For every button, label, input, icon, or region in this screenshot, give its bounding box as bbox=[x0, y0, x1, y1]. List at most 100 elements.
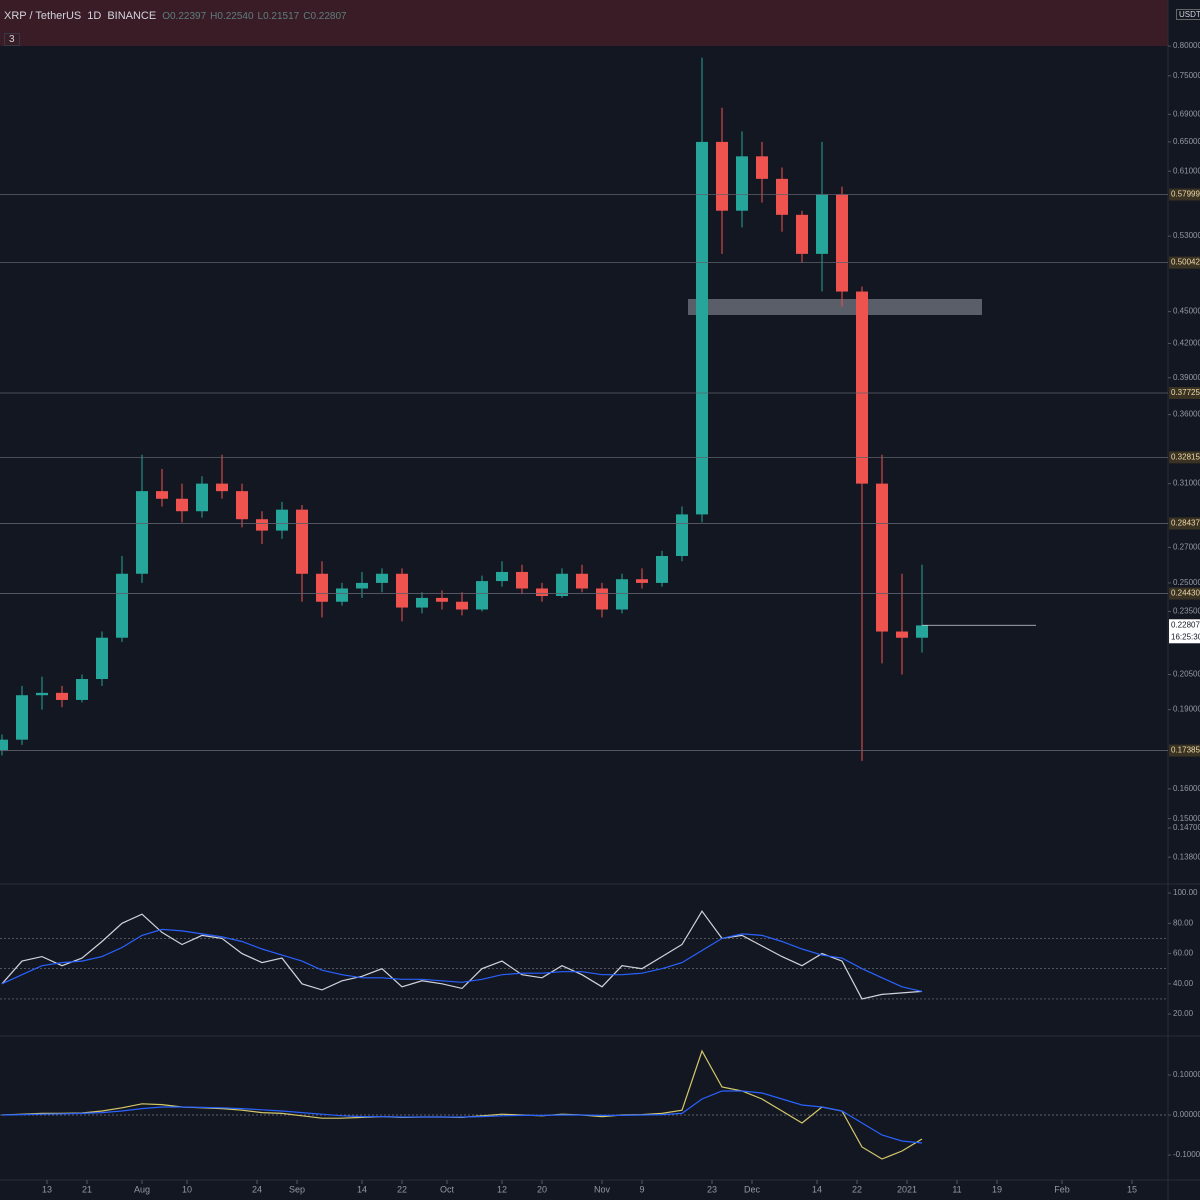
x-tick-label: 23 bbox=[707, 1184, 717, 1194]
y-tick-label: 0.14700 bbox=[1173, 823, 1200, 832]
x-tick-label: Nov bbox=[594, 1184, 611, 1194]
candle-body bbox=[816, 194, 828, 254]
countdown: 16:25:30 bbox=[1171, 632, 1200, 641]
y-tick-label: 20.00 bbox=[1173, 1009, 1194, 1018]
indicator-toggle[interactable]: 3 bbox=[4, 33, 20, 46]
candle-body bbox=[716, 141, 728, 211]
candle-body bbox=[456, 601, 468, 610]
level-label: 0.17385 bbox=[1171, 746, 1200, 755]
last-price-bg bbox=[1169, 619, 1200, 644]
level-label: 0.57999 bbox=[1171, 190, 1200, 199]
x-tick-label: Feb bbox=[1054, 1184, 1070, 1194]
resistance-zone bbox=[688, 299, 982, 315]
candle-body bbox=[836, 194, 848, 292]
y-tick-label: 40.00 bbox=[1173, 979, 1194, 988]
candle-body bbox=[356, 582, 368, 589]
level-label-bg bbox=[1169, 744, 1200, 757]
y-tick-label: 0.39000 bbox=[1173, 373, 1200, 382]
x-tick-label: 24 bbox=[252, 1184, 262, 1194]
level-label-bg bbox=[1169, 387, 1200, 400]
level-label: 0.28437 bbox=[1171, 519, 1200, 528]
candle-body bbox=[36, 692, 48, 696]
x-tick-label: 10 bbox=[182, 1184, 192, 1194]
x-tick-label: 15 bbox=[1127, 1184, 1137, 1194]
y-tick-label: 0.42000 bbox=[1173, 339, 1200, 348]
x-tick-label: Dec bbox=[744, 1184, 761, 1194]
x-tick-label: 2021 bbox=[897, 1184, 917, 1194]
candle-body bbox=[916, 625, 928, 638]
y-tick-label: 0.75000 bbox=[1173, 71, 1200, 80]
header-band bbox=[0, 0, 1168, 46]
candle-body bbox=[876, 483, 888, 632]
low: L0.21517 bbox=[257, 10, 300, 22]
x-tick-label: 21 bbox=[82, 1184, 92, 1194]
candle-body bbox=[896, 631, 908, 638]
candle-body bbox=[376, 573, 388, 583]
open: O0.22397 bbox=[162, 10, 207, 22]
candle-body bbox=[336, 588, 348, 602]
exchange: BINANCE bbox=[107, 10, 157, 22]
candle-body bbox=[696, 141, 708, 515]
candle-body bbox=[856, 291, 868, 484]
y-tick-label: -0.10000 bbox=[1173, 1150, 1200, 1159]
x-tick-label: 20 bbox=[537, 1184, 547, 1194]
y-tick-label: 100.00 bbox=[1173, 888, 1198, 897]
y-tick-label: 0.80000 bbox=[1173, 41, 1200, 50]
candle-body bbox=[16, 695, 28, 740]
interval: 1D bbox=[87, 10, 102, 22]
candle-body bbox=[576, 573, 588, 589]
candle-body bbox=[256, 519, 268, 531]
level-label-bg bbox=[1169, 587, 1200, 600]
candle-body bbox=[196, 483, 208, 512]
level-label-bg bbox=[1169, 256, 1200, 269]
x-tick-label: Oct bbox=[440, 1184, 455, 1194]
candle-body bbox=[536, 588, 548, 597]
candle-body bbox=[556, 573, 568, 597]
candle-body bbox=[156, 491, 168, 499]
candle-body bbox=[136, 491, 148, 574]
y-tick-label: 0.23500 bbox=[1173, 607, 1200, 616]
y-tick-label: 0.15000 bbox=[1173, 814, 1200, 823]
last-price-label: 0.22807 bbox=[1171, 620, 1200, 629]
level-label: 0.50042 bbox=[1171, 258, 1200, 267]
indicator-line bbox=[1, 1090, 923, 1144]
x-tick-label: Aug bbox=[134, 1184, 150, 1194]
candle-body bbox=[236, 491, 248, 520]
x-tick-label: Sep bbox=[289, 1184, 305, 1194]
y-tick-label: 80.00 bbox=[1173, 918, 1194, 927]
candle-body bbox=[496, 571, 508, 582]
currency[interactable]: USDT bbox=[1176, 9, 1200, 20]
y-tick-label: 0.19000 bbox=[1173, 705, 1200, 714]
candle-body bbox=[0, 739, 8, 751]
level-label: 0.32815 bbox=[1171, 452, 1200, 461]
indicator-line bbox=[1, 928, 923, 992]
level-label: 0.37725 bbox=[1171, 388, 1200, 397]
candle-body bbox=[116, 573, 128, 638]
y-tick-label: 0.00000 bbox=[1173, 1110, 1200, 1119]
y-tick-label: 0.61000 bbox=[1173, 166, 1200, 175]
candle-body bbox=[676, 514, 688, 557]
x-tick-label: 22 bbox=[397, 1184, 407, 1194]
candle-body bbox=[416, 597, 428, 608]
candle-body bbox=[76, 679, 88, 700]
candle-body bbox=[776, 178, 788, 215]
x-tick-label: 14 bbox=[812, 1184, 822, 1194]
candle-body bbox=[616, 579, 628, 610]
candle-body bbox=[56, 692, 68, 700]
ohlc-values: O0.22397 H0.22540 L0.21517 C0.22807 bbox=[162, 11, 346, 22]
candle-body bbox=[96, 637, 108, 680]
x-tick-label: 22 bbox=[852, 1184, 862, 1194]
x-tick-label: 14 bbox=[357, 1184, 367, 1194]
candle-body bbox=[176, 498, 188, 512]
level-label: 0.24430 bbox=[1171, 589, 1200, 598]
candle-body bbox=[756, 156, 768, 179]
candle-body bbox=[316, 573, 328, 602]
candle-body bbox=[656, 556, 668, 583]
candle-body bbox=[636, 579, 648, 583]
y-tick-label: 0.27000 bbox=[1173, 542, 1200, 551]
y-tick-label: 0.53000 bbox=[1173, 231, 1200, 240]
indicator-line bbox=[1, 1049, 923, 1160]
candle-body bbox=[596, 588, 608, 610]
